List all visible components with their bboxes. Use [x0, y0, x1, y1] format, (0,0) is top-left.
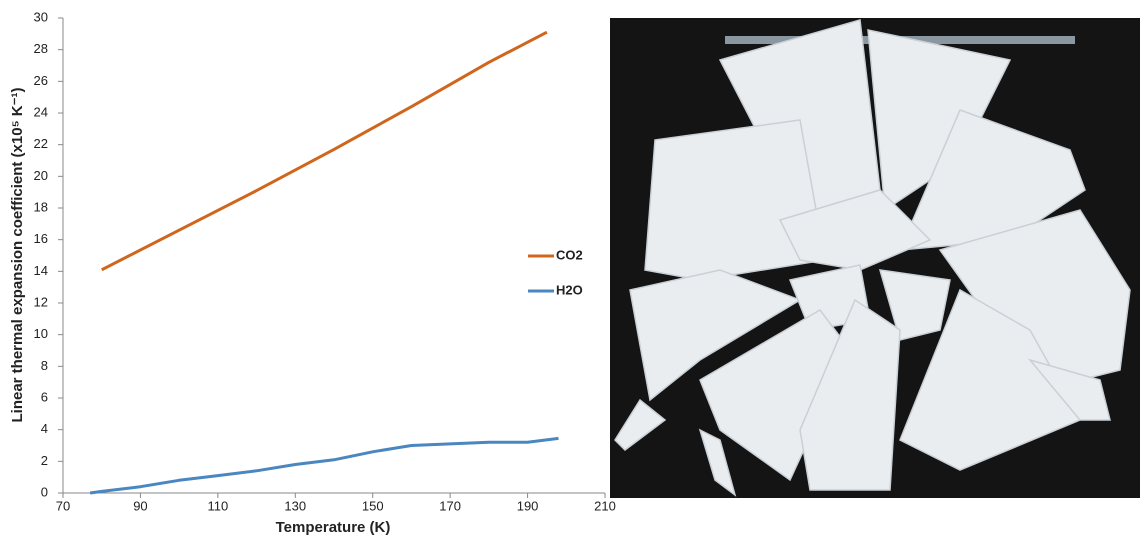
y-tick-label: 8	[41, 358, 48, 373]
x-tick-label: 110	[207, 498, 228, 513]
y-tick-label: 28	[34, 41, 48, 56]
y-tick-label: 10	[34, 326, 48, 341]
x-tick-label: 70	[56, 498, 70, 513]
y-tick-label: 20	[34, 168, 48, 183]
series-line	[102, 32, 547, 270]
y-tick-label: 14	[34, 263, 48, 278]
x-tick-label: 150	[362, 498, 384, 513]
page: Temperature (K) Linear thermal expansion…	[0, 0, 1140, 539]
legend-label: H2O	[556, 282, 583, 297]
y-tick-label: 26	[34, 73, 48, 88]
x-tick-label: 170	[439, 498, 461, 513]
y-tick-label: 4	[41, 421, 48, 436]
figure: Temperature (K) Linear thermal expansion…	[0, 0, 1140, 539]
y-tick-label: 6	[41, 389, 48, 404]
x-tick-label: 210	[594, 498, 616, 513]
x-axis-label: Temperature (K)	[276, 519, 391, 536]
legend-label: CO2	[556, 247, 583, 262]
y-axis-label: Linear thermal expansion coefficient (x1…	[9, 87, 26, 422]
y-tick-label: 18	[34, 199, 48, 214]
photo	[610, 18, 1140, 498]
x-tick-label: 130	[284, 498, 306, 513]
series-line	[90, 438, 558, 493]
y-tick-label: 24	[34, 104, 48, 119]
y-tick-label: 2	[41, 453, 48, 468]
x-tick-label: 90	[133, 498, 147, 513]
y-tick-label: 12	[34, 294, 48, 309]
y-tick-label: 16	[34, 231, 48, 246]
y-tick-label: 30	[34, 9, 48, 24]
y-tick-label: 0	[41, 484, 48, 499]
x-tick-label: 190	[517, 498, 539, 513]
y-tick-label: 22	[34, 136, 48, 151]
